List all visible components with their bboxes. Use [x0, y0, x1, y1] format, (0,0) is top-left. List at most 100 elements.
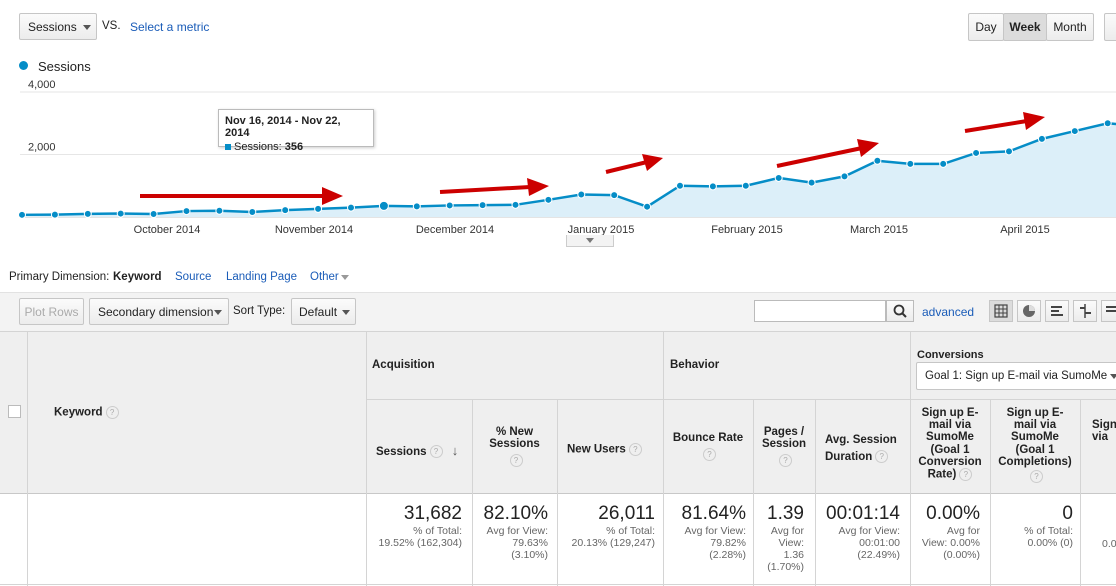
tooltip-label: Sessions: [234, 141, 282, 153]
data-point [643, 202, 652, 211]
help-icon[interactable]: ? [628, 443, 642, 456]
search-button[interactable] [886, 300, 914, 322]
completions-line-5: Completions) [998, 455, 1072, 468]
completions-line-1: Sign up E- [1006, 407, 1064, 419]
select-metric-link[interactable]: Select a metric [130, 20, 210, 34]
conversion-rate-header[interactable]: Sign up E- mail via SumoMe (Goal 1 Conve… [910, 407, 990, 482]
pct-new-sessions-header[interactable]: % New Sessions ? [472, 426, 557, 467]
chevron-down-icon [341, 275, 349, 280]
chart-type-button[interactable] [1104, 13, 1116, 41]
behavior-header: Behavior [670, 359, 720, 371]
grid-icon [994, 304, 1008, 318]
help-icon[interactable]: ? [509, 454, 523, 467]
conv-rate-line-4: (Goal 1 [930, 443, 970, 456]
totals-pages-sub4: (1.70%) [767, 561, 804, 573]
help-icon[interactable]: ? [1030, 470, 1043, 484]
data-point [939, 159, 948, 168]
arrow-3-head [642, 154, 663, 171]
metric-select[interactable]: Sessions [19, 13, 97, 40]
keyword-header-label: Keyword [54, 406, 103, 419]
arrow-4-head [857, 139, 879, 157]
data-point [1005, 147, 1013, 156]
dimension-keyword[interactable]: Keyword [113, 271, 162, 283]
month-button[interactable]: Month [1046, 13, 1094, 41]
totals-conv-rate-sub2: View: 0.00% [921, 537, 980, 549]
legend-label[interactable]: Sessions [38, 59, 91, 74]
dimension-source[interactable]: Source [175, 271, 212, 283]
week-button[interactable]: Week [1003, 13, 1047, 41]
keyword-header[interactable]: Keyword? [54, 406, 119, 419]
data-point [18, 210, 26, 219]
table-view-button[interactable] [989, 300, 1013, 322]
totals-conv-rate-sub3: (0.00%) [943, 549, 980, 561]
totals-duration-sub2: 00:01:00 [859, 537, 900, 549]
pct-new-line-1: % New [495, 426, 534, 438]
sort-type-select[interactable]: Default [291, 298, 356, 325]
help-icon[interactable]: ? [875, 450, 889, 464]
data-point [1103, 119, 1112, 128]
arrow-3 [605, 160, 648, 174]
secondary-dimension-select[interactable]: Secondary dimension [89, 298, 229, 325]
completions-line-2: mail via [1013, 419, 1057, 432]
totals-pct-new-value: 82.10% [483, 503, 548, 524]
dimension-other[interactable]: Other [310, 271, 349, 283]
day-button[interactable]: Day [968, 13, 1004, 41]
totals-pct-new-sub3: (3.10%) [511, 549, 548, 561]
plot-rows-label: Plot Rows [24, 304, 79, 319]
new-users-header[interactable]: New Users? [567, 443, 642, 456]
x-tick-label: April 2015 [1000, 224, 1050, 236]
help-icon[interactable]: ? [959, 468, 973, 482]
vs-label: VS. [102, 20, 121, 32]
totals-completions: 0 % of Total: 0.00% (0) [990, 503, 1073, 549]
day-button-label: Day [975, 20, 997, 34]
advanced-link[interactable]: advanced [922, 305, 975, 319]
completions-line-4: (Goal 1 [1015, 443, 1055, 456]
conv-rate-line-2: mail via [928, 419, 972, 432]
data-point [182, 207, 191, 216]
totals-pages: 1.39 Avg for View: 1.36 (1.70%) [753, 503, 804, 573]
tooltip-range: Nov 16, 2014 - Nov 22, 2014 [225, 115, 341, 139]
plot-rows-button[interactable]: Plot Rows [19, 298, 84, 325]
y-tick-label: 2,000 [28, 142, 56, 154]
comparison-icon [1080, 304, 1091, 318]
new-users-label: New Users [567, 443, 626, 456]
pivot-view-button[interactable] [1101, 300, 1116, 322]
totals-new-users: 26,011 % of Total: 20.13% (129,247) [557, 503, 655, 549]
totals-new-users-sub1: % of Total: [606, 525, 655, 537]
help-icon[interactable]: ? [429, 445, 443, 459]
select-all-checkbox[interactable] [8, 405, 21, 418]
partial-line-1: Sign [1092, 419, 1116, 431]
data-point [83, 209, 92, 218]
bar-view-button[interactable] [1045, 300, 1069, 322]
chevron-down-icon [214, 310, 222, 315]
conv-rate-line-3: SumoMe [926, 431, 974, 444]
x-tick-label: January 2015 [568, 224, 635, 236]
chart-collapse-handle[interactable] [566, 235, 614, 247]
avg-session-duration-header[interactable]: Avg. Session Duration? [825, 432, 897, 466]
totals-completions-sub2: 0.00% (0) [1027, 537, 1073, 549]
pages-session-header[interactable]: Pages / Session ? [753, 426, 815, 467]
completions-header[interactable]: Sign up E- mail via SumoMe (Goal 1 Compl… [990, 407, 1080, 484]
pie-view-button[interactable] [1017, 300, 1041, 322]
y-tick-label: 4,000 [28, 80, 56, 91]
totals-partial-value: 0.0 [1102, 538, 1116, 550]
data-point [1037, 134, 1046, 143]
goal-select[interactable]: Goal 1: Sign up E-mail via SumoMe [916, 362, 1116, 390]
totals-pages-sub1: Avg for [770, 525, 804, 537]
dimension-landing-page[interactable]: Landing Page [226, 271, 297, 283]
totals-completions-sub1: % of Total: [1024, 525, 1073, 537]
help-icon[interactable]: ? [105, 406, 119, 419]
totals-duration-value: 00:01:14 [826, 503, 900, 524]
bar-list-icon [1051, 306, 1063, 316]
partial-goal-header[interactable]: Sign via [1092, 419, 1116, 443]
sessions-column-header[interactable]: Sessions? ↓ [376, 443, 458, 459]
bounce-rate-header[interactable]: Bounce Rate ? [663, 432, 753, 461]
help-icon[interactable]: ? [779, 454, 792, 467]
comparison-view-button[interactable] [1073, 300, 1097, 322]
x-tick-label: March 2015 [850, 224, 908, 236]
totals-bounce-sub3: (2.28%) [709, 549, 746, 561]
help-icon[interactable]: ? [703, 448, 716, 461]
avg-session-line-2: Duration [825, 451, 873, 463]
tooltip-value: 356 [284, 141, 304, 153]
table-search-input[interactable] [754, 300, 886, 322]
